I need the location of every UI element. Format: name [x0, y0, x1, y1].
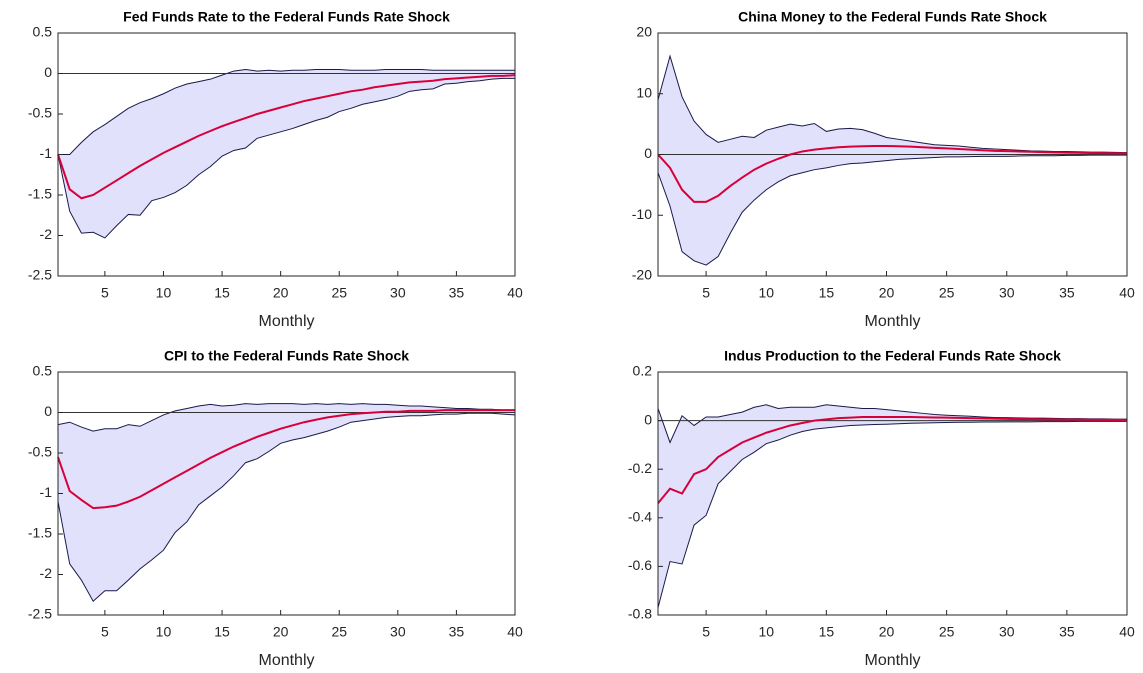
- x-tick-label: 40: [507, 285, 523, 301]
- band-upper: [57, 403, 515, 432]
- x-tick-label: 10: [156, 285, 172, 301]
- y-tick-label: -2: [40, 226, 53, 242]
- y-tick-label: -0.4: [628, 509, 652, 525]
- x-tick-label: 25: [331, 285, 347, 301]
- x-tick-label: 10: [758, 285, 774, 301]
- x-tick-label: 15: [819, 624, 835, 640]
- x-tick-label: 20: [879, 285, 895, 301]
- y-tick-label: 0: [44, 403, 52, 419]
- x-tick-label: 20: [273, 624, 289, 640]
- y-tick-label: 0.2: [633, 363, 653, 379]
- y-tick-label: -0.8: [628, 606, 652, 622]
- y-tick-label: 10: [636, 84, 652, 100]
- x-tick-label: 10: [758, 624, 774, 640]
- confidence-band: [58, 69, 515, 238]
- x-tick-label: 40: [507, 624, 523, 640]
- x-tick-label: 30: [999, 624, 1015, 640]
- response-line: [657, 415, 1128, 504]
- x-tick-label: 20: [879, 624, 895, 640]
- y-tick-label: -2.5: [28, 606, 52, 622]
- response-line: [57, 409, 515, 510]
- confidence-band: [58, 403, 515, 602]
- x-tick-label: 30: [390, 285, 406, 301]
- x-tick-label: 40: [1119, 285, 1135, 301]
- y-tick-label: 0: [44, 64, 52, 80]
- x-tick-label: 5: [702, 285, 710, 301]
- y-tick-label: -1.5: [28, 186, 52, 202]
- band-upper: [657, 404, 1127, 444]
- y-tick-label: -0.2: [628, 460, 652, 476]
- y-tick-label: -2: [40, 565, 53, 581]
- x-tick-label: 15: [819, 285, 835, 301]
- x-tick-label: 15: [214, 285, 230, 301]
- band-lower: [657, 420, 1127, 608]
- x-tick-label: 5: [101, 624, 109, 640]
- x-tick-label: 15: [214, 624, 230, 640]
- y-tick-label: 0: [644, 411, 652, 427]
- y-tick-label: -20: [632, 267, 652, 283]
- y-tick-label: -10: [632, 206, 652, 222]
- chart-title: Indus Production to the Federal Funds Ra…: [724, 348, 1061, 364]
- x-tick-label: 5: [702, 624, 710, 640]
- y-tick-label: -2.5: [28, 267, 52, 283]
- confidence-band: [658, 56, 1127, 266]
- x-tick-label: 5: [101, 285, 109, 301]
- chart-title: CPI to the Federal Funds Rate Shock: [164, 348, 409, 364]
- x-tick-label: 25: [331, 624, 347, 640]
- axes-box: [657, 371, 1128, 616]
- x-tick-label: 25: [939, 285, 955, 301]
- band-lower: [657, 154, 1127, 266]
- response-line: [57, 74, 516, 200]
- confidence-band: [658, 404, 1127, 608]
- x-tick-label: 35: [449, 624, 465, 640]
- y-tick-label: 0.5: [33, 24, 53, 40]
- plot-area: [658, 372, 1127, 615]
- x-axis-label: Monthly: [258, 652, 314, 669]
- y-tick-label: -1: [40, 145, 53, 161]
- x-axis-label: Monthly: [864, 652, 920, 669]
- y-tick-label: 0: [644, 145, 652, 161]
- x-tick-label: 30: [390, 624, 406, 640]
- response-line: [657, 144, 1128, 203]
- x-tick-label: 10: [156, 624, 172, 640]
- x-tick-label: 30: [999, 285, 1015, 301]
- chart-title: Fed Funds Rate to the Federal Funds Rate…: [123, 9, 450, 25]
- y-tick-label: -1.5: [28, 525, 52, 541]
- y-tick-label: -0.5: [28, 444, 52, 460]
- x-tick-label: 20: [273, 285, 289, 301]
- y-tick-label: 20: [636, 24, 652, 40]
- band-lower: [57, 412, 516, 603]
- y-tick-label: 0.5: [33, 363, 53, 379]
- y-tick-label: -1: [40, 484, 53, 500]
- x-tick-label: 35: [449, 285, 465, 301]
- x-tick-label: 35: [1059, 285, 1075, 301]
- x-tick-label: 25: [939, 624, 955, 640]
- y-tick-label: -0.6: [628, 557, 652, 573]
- chart-title: China Money to the Federal Funds Rate Sh…: [738, 9, 1047, 25]
- x-axis-label: Monthly: [864, 313, 920, 330]
- band-upper: [58, 68, 515, 155]
- y-tick-label: -0.5: [28, 105, 52, 121]
- band-lower: [57, 77, 515, 239]
- x-tick-label: 40: [1119, 624, 1135, 640]
- x-tick-label: 35: [1059, 624, 1075, 640]
- x-axis-label: Monthly: [258, 313, 314, 330]
